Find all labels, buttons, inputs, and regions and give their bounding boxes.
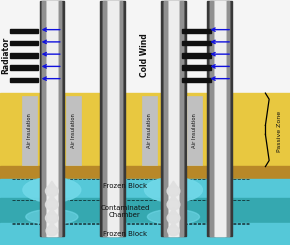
- Polygon shape: [170, 181, 177, 186]
- Text: Frozen Block: Frozen Block: [103, 183, 147, 189]
- Text: Air Insulation: Air Insulation: [192, 113, 197, 148]
- Ellipse shape: [23, 178, 81, 202]
- Bar: [43, 1, 45, 236]
- Bar: [211, 1, 213, 236]
- Bar: [39, 1, 64, 236]
- Bar: [182, 65, 211, 70]
- Circle shape: [167, 186, 180, 196]
- Bar: [66, 96, 81, 165]
- Circle shape: [46, 226, 58, 236]
- Polygon shape: [48, 195, 55, 200]
- Bar: [161, 1, 186, 236]
- Polygon shape: [48, 181, 55, 186]
- Circle shape: [167, 213, 180, 223]
- Text: Frozen Block: Frozen Block: [103, 231, 147, 237]
- Bar: [227, 1, 229, 236]
- Bar: [103, 1, 106, 236]
- Bar: [43, 1, 61, 236]
- Bar: [108, 1, 117, 236]
- Circle shape: [46, 213, 58, 223]
- Ellipse shape: [144, 178, 202, 202]
- Polygon shape: [170, 195, 177, 200]
- Bar: [100, 1, 125, 236]
- Bar: [59, 1, 61, 236]
- Bar: [1, 223, 290, 245]
- Bar: [180, 1, 183, 236]
- Bar: [119, 1, 122, 236]
- Bar: [47, 1, 57, 236]
- Circle shape: [46, 199, 58, 210]
- Bar: [207, 1, 232, 236]
- Bar: [22, 96, 37, 165]
- Text: Radiator: Radiator: [1, 37, 10, 74]
- Bar: [187, 96, 202, 165]
- Circle shape: [46, 186, 58, 196]
- Bar: [1, 93, 290, 167]
- Bar: [215, 1, 225, 236]
- Text: Air Insulation: Air Insulation: [147, 113, 152, 148]
- Bar: [1, 166, 290, 180]
- Bar: [10, 78, 38, 82]
- Bar: [182, 78, 211, 82]
- Bar: [1, 179, 290, 200]
- Text: Air Insulation: Air Insulation: [71, 113, 76, 148]
- Bar: [10, 29, 38, 33]
- Bar: [164, 1, 183, 236]
- Text: Contaminated
Chamber: Contaminated Chamber: [100, 205, 150, 218]
- Bar: [182, 29, 211, 33]
- Ellipse shape: [26, 209, 78, 224]
- Bar: [142, 96, 157, 165]
- Polygon shape: [49, 222, 55, 227]
- Bar: [164, 1, 166, 236]
- Bar: [1, 198, 290, 224]
- Bar: [182, 53, 211, 58]
- Bar: [211, 1, 229, 236]
- Bar: [182, 41, 211, 45]
- Text: Cold Wind: Cold Wind: [140, 33, 149, 77]
- Polygon shape: [170, 222, 177, 227]
- Polygon shape: [48, 208, 55, 213]
- Bar: [10, 65, 38, 70]
- Polygon shape: [170, 208, 177, 213]
- Text: Passive Zone: Passive Zone: [277, 110, 282, 152]
- Bar: [168, 1, 178, 236]
- Bar: [103, 1, 122, 236]
- Bar: [10, 53, 38, 58]
- Ellipse shape: [147, 209, 200, 224]
- Circle shape: [167, 199, 180, 210]
- Text: Air Insulation: Air Insulation: [27, 113, 32, 148]
- Bar: [10, 41, 38, 45]
- Circle shape: [168, 226, 179, 236]
